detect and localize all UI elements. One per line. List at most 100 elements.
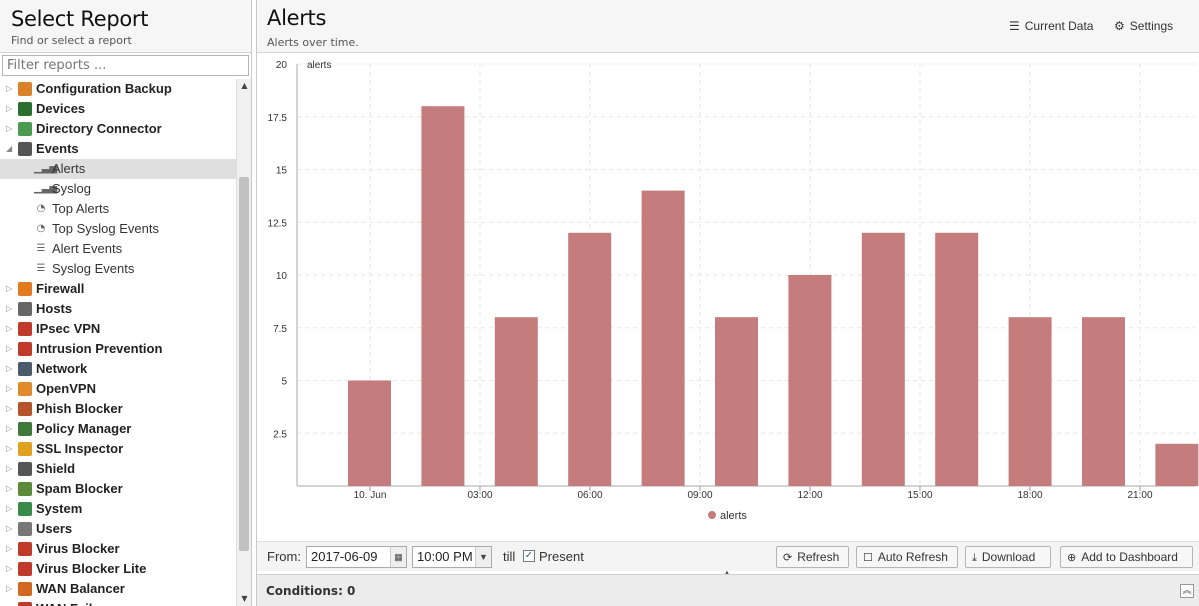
tree-category[interactable]: ▷ Phish Blocker bbox=[0, 399, 236, 419]
alerts-chart: 2.5 5 7.5 10 12.5 15 17.5 20 10. Jun 03:00 06:00 09… bbox=[257, 54, 1199, 540]
tree-expand-icon[interactable]: ▷ bbox=[6, 304, 13, 313]
tree-report-item[interactable]: ☰ Alert Events bbox=[0, 239, 236, 259]
tree-category[interactable]: ▷ Virus Blocker bbox=[0, 539, 236, 559]
present-checkbox[interactable]: ✓ bbox=[523, 550, 535, 562]
chart-bar bbox=[641, 190, 685, 486]
tree-scrollbar[interactable]: ▲ ▼ bbox=[236, 79, 251, 606]
list-icon: ☰ bbox=[36, 243, 46, 254]
tree-category[interactable]: ▷ Policy Manager bbox=[0, 419, 236, 439]
tree-expand-icon[interactable]: ▷ bbox=[6, 384, 13, 393]
tree-collapse-icon[interactable]: ◢ bbox=[6, 144, 13, 153]
tree-category[interactable]: ◢ Events bbox=[0, 139, 236, 159]
conditions-label: Conditions: 0 bbox=[266, 584, 356, 598]
settings-label: Settings bbox=[1129, 19, 1174, 33]
auto-refresh-button[interactable]: ☐ Auto Refresh bbox=[856, 546, 958, 568]
tree-expand-icon[interactable]: ▷ bbox=[6, 124, 13, 133]
tree-expand-icon[interactable]: ▷ bbox=[6, 284, 13, 293]
tree-item-label: Devices bbox=[36, 101, 86, 116]
tree-expand-icon[interactable]: ▷ bbox=[6, 324, 13, 333]
scroll-down-icon[interactable]: ▼ bbox=[241, 594, 248, 603]
tree-expand-icon[interactable]: ▷ bbox=[6, 484, 13, 493]
tree-expand-icon[interactable]: ▷ bbox=[6, 464, 13, 473]
tree-expand-icon[interactable]: ▷ bbox=[6, 599, 14, 606]
refresh-button[interactable]: ⟳ Refresh bbox=[776, 546, 849, 568]
tree-expand-icon[interactable]: ▷ bbox=[6, 84, 13, 93]
tree-report-item[interactable]: ▁▃▅ Alerts bbox=[0, 159, 236, 179]
expand-conditions-icon[interactable]: ︽ bbox=[1180, 584, 1194, 598]
tree-expand-icon[interactable]: ▷ bbox=[6, 544, 13, 553]
from-time-field[interactable]: 10:00 PM ▼ bbox=[412, 546, 492, 568]
tree-category[interactable]: ▷ OpenVPN bbox=[0, 379, 236, 399]
tree-item-label: Virus Blocker Lite bbox=[36, 561, 147, 576]
tree-expand-icon[interactable]: ▷ bbox=[6, 444, 13, 453]
tree-report-item[interactable]: ◔ Top Alerts bbox=[0, 199, 236, 219]
virus-icon bbox=[18, 562, 32, 576]
tree-report-item[interactable]: ☰ Syslog Events bbox=[0, 259, 236, 279]
tree-category[interactable]: ▷ System bbox=[0, 499, 236, 519]
tree-item-label: OpenVPN bbox=[36, 381, 96, 396]
list-icon: ☰ bbox=[36, 263, 46, 274]
tree-report-item[interactable]: ◔ Top Syslog Events bbox=[0, 219, 236, 239]
tree-category[interactable]: ▷ WAN Balancer bbox=[0, 579, 236, 599]
tree-category[interactable]: ▷ Users bbox=[0, 519, 236, 539]
chevron-down-icon[interactable]: ▼ bbox=[475, 547, 491, 567]
tree-expand-icon[interactable]: ▷ bbox=[6, 564, 13, 573]
tree-category[interactable]: ▷ Configuration Backup bbox=[0, 79, 236, 99]
table-icon: ☰ bbox=[1009, 19, 1020, 33]
add-to-dashboard-button[interactable]: ⊕ Add to Dashboard bbox=[1060, 546, 1193, 568]
current-data-button[interactable]: ☰ Current Data bbox=[1009, 19, 1093, 33]
refresh-icon: ⟳ bbox=[783, 552, 793, 564]
pie-chart-icon: ◔ bbox=[36, 203, 46, 214]
report-toolbar: From: 2017-06-09 ▦ 10:00 PM ▼ till ✓ Pre… bbox=[257, 541, 1199, 571]
tree-expand-icon[interactable]: ▷ bbox=[6, 344, 13, 353]
tree-category[interactable]: ▷ Network bbox=[0, 359, 236, 379]
policy-icon bbox=[18, 422, 32, 436]
tree-category[interactable]: ▷ SSL Inspector bbox=[0, 439, 236, 459]
till-label: till bbox=[503, 549, 516, 564]
tree-item-label: SSL Inspector bbox=[36, 441, 124, 456]
tree-category[interactable]: ▷ WAN Failover bbox=[0, 599, 236, 606]
conditions-bar[interactable]: Conditions: 0 ︽ bbox=[257, 574, 1199, 606]
tree-item-label: Directory Connector bbox=[36, 121, 162, 136]
spam-icon bbox=[18, 482, 32, 496]
filter-reports-input[interactable] bbox=[2, 55, 249, 76]
y-tick-label: 20 bbox=[276, 60, 288, 71]
tree-category[interactable]: ▷ Intrusion Prevention bbox=[0, 339, 236, 359]
settings-button[interactable]: ⚙ Settings bbox=[1114, 19, 1173, 33]
tree-item-label: Network bbox=[36, 361, 88, 376]
tree-expand-icon[interactable]: ▷ bbox=[6, 504, 13, 513]
y-tick-label: 7.5 bbox=[273, 324, 287, 335]
tree-category[interactable]: ▷ IPsec VPN bbox=[0, 319, 236, 339]
lock-icon bbox=[18, 322, 32, 336]
x-tick-label: 06:00 bbox=[577, 490, 602, 501]
tree-report-item[interactable]: ▁▃▅ Syslog bbox=[0, 179, 236, 199]
tree-category[interactable]: ▷ Hosts bbox=[0, 299, 236, 319]
chart-bar bbox=[421, 106, 465, 486]
tree-expand-icon[interactable]: ▷ bbox=[6, 104, 13, 113]
tree-expand-icon[interactable]: ▷ bbox=[6, 364, 13, 373]
scroll-up-icon[interactable]: ▲ bbox=[241, 81, 248, 90]
tree-expand-icon[interactable]: ▷ bbox=[6, 584, 13, 593]
x-tick-label: 09:00 bbox=[687, 490, 712, 501]
tree-category[interactable]: ▷ Virus Blocker Lite bbox=[0, 559, 236, 579]
x-tick-label: 21:00 bbox=[1127, 490, 1152, 501]
tree-category[interactable]: ▷ Devices bbox=[0, 99, 236, 119]
present-label: Present bbox=[539, 549, 584, 564]
tree-category[interactable]: ▷ Spam Blocker bbox=[0, 479, 236, 499]
splitter-collapse-icon[interactable]: ▲ bbox=[724, 569, 730, 577]
tree-item-label: IPsec VPN bbox=[36, 321, 101, 336]
download-button[interactable]: ⤓ Download bbox=[965, 546, 1051, 568]
tree-expand-icon[interactable]: ▷ bbox=[6, 524, 13, 533]
from-date-field[interactable]: 2017-06-09 ▦ bbox=[306, 546, 407, 568]
tree-category[interactable]: ▷ Shield bbox=[0, 459, 236, 479]
tree-expand-icon[interactable]: ▷ bbox=[6, 404, 13, 413]
calendar-icon[interactable]: ▦ bbox=[390, 547, 406, 567]
tree-category[interactable]: ▷ Firewall bbox=[0, 279, 236, 299]
tree-category[interactable]: ▷ Directory Connector bbox=[0, 119, 236, 139]
report-subtitle: Alerts over time. bbox=[267, 36, 359, 49]
from-date-value: 2017-06-09 bbox=[311, 549, 378, 564]
chart-bar bbox=[1155, 443, 1199, 486]
tree-expand-icon[interactable]: ▷ bbox=[6, 424, 13, 433]
scroll-thumb[interactable] bbox=[239, 177, 249, 551]
network-icon bbox=[18, 362, 32, 376]
